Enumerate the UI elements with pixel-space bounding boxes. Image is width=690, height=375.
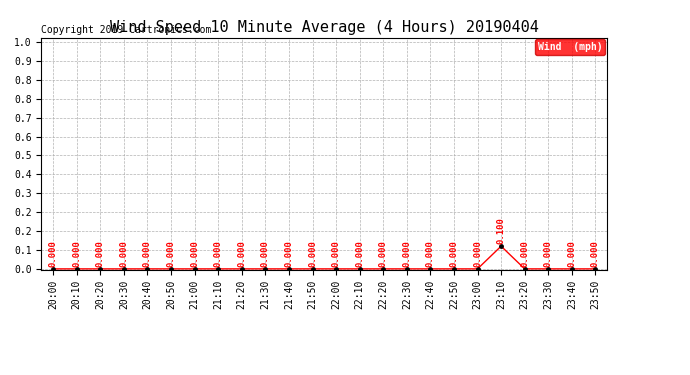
- Text: 0.000: 0.000: [426, 240, 435, 267]
- Text: 0.000: 0.000: [544, 240, 553, 267]
- Text: Copyright 2019 Cartronics.com: Copyright 2019 Cartronics.com: [41, 25, 212, 35]
- Text: 0.000: 0.000: [49, 240, 58, 267]
- Text: 0.000: 0.000: [332, 240, 341, 267]
- Text: 0.000: 0.000: [520, 240, 529, 267]
- Text: 0.000: 0.000: [591, 240, 600, 267]
- Text: 0.000: 0.000: [166, 240, 175, 267]
- Text: 0.000: 0.000: [237, 240, 246, 267]
- Text: 0.000: 0.000: [473, 240, 482, 267]
- Text: 0.100: 0.100: [497, 217, 506, 244]
- Text: 0.000: 0.000: [143, 240, 152, 267]
- Text: 0.000: 0.000: [567, 240, 576, 267]
- Text: 0.000: 0.000: [402, 240, 411, 267]
- Legend: Wind  (mph): Wind (mph): [535, 39, 605, 55]
- Title: Wind Speed 10 Minute Average (4 Hours) 20190404: Wind Speed 10 Minute Average (4 Hours) 2…: [110, 20, 539, 35]
- Text: 0.000: 0.000: [379, 240, 388, 267]
- Text: 0.000: 0.000: [355, 240, 364, 267]
- Text: 0.000: 0.000: [449, 240, 458, 267]
- Text: 0.000: 0.000: [96, 240, 105, 267]
- Text: 0.000: 0.000: [119, 240, 128, 267]
- Text: 0.000: 0.000: [190, 240, 199, 267]
- Text: 0.000: 0.000: [261, 240, 270, 267]
- Text: 0.000: 0.000: [308, 240, 317, 267]
- Text: 0.000: 0.000: [72, 240, 81, 267]
- Text: 0.000: 0.000: [284, 240, 293, 267]
- Text: 0.000: 0.000: [214, 240, 223, 267]
